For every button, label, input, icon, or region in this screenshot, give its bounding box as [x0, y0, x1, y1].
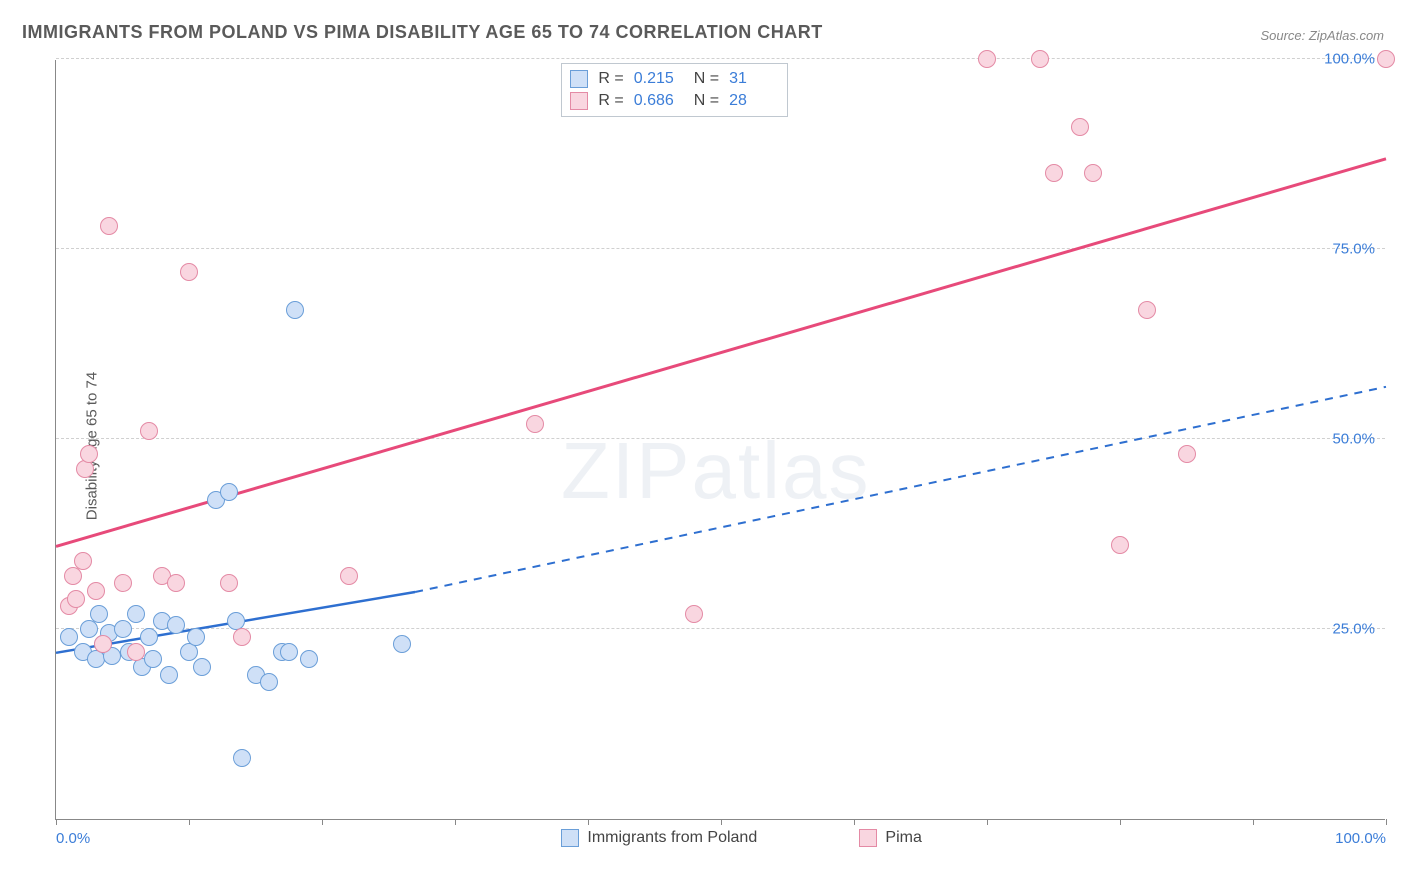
- data-point: [144, 650, 162, 668]
- data-point: [340, 567, 358, 585]
- legend-label: Pima: [885, 829, 921, 847]
- r-label: R =: [598, 92, 623, 110]
- n-label: N =: [694, 92, 719, 110]
- data-point: [233, 628, 251, 646]
- data-point: [180, 263, 198, 281]
- data-point: [1178, 445, 1196, 463]
- x-tick-mark: [1386, 819, 1387, 825]
- data-point: [187, 628, 205, 646]
- data-point: [64, 567, 82, 585]
- stats-row: R = 0.686 N = 28: [570, 90, 779, 112]
- x-tick-label: 0.0%: [56, 830, 90, 847]
- data-point: [393, 635, 411, 653]
- data-point: [300, 650, 318, 668]
- data-point: [1084, 164, 1102, 182]
- n-label: N =: [694, 70, 719, 88]
- r-value: 0.686: [634, 92, 684, 110]
- legend-item: Immigrants from Poland: [561, 829, 757, 847]
- stats-row: R = 0.215 N = 31: [570, 68, 779, 90]
- data-point: [140, 422, 158, 440]
- data-point: [94, 635, 112, 653]
- r-label: R =: [598, 70, 623, 88]
- trend-line-dashed: [415, 387, 1386, 592]
- data-point: [90, 605, 108, 623]
- data-point: [193, 658, 211, 676]
- data-point: [1045, 164, 1063, 182]
- data-point: [100, 217, 118, 235]
- legend-label: Immigrants from Poland: [587, 829, 757, 847]
- chart-container: IMMIGRANTS FROM POLAND VS PIMA DISABILIT…: [0, 0, 1406, 892]
- data-point: [280, 643, 298, 661]
- data-point: [220, 574, 238, 592]
- data-point: [1138, 301, 1156, 319]
- gridline: [56, 58, 1385, 59]
- data-point: [60, 628, 78, 646]
- data-point: [260, 673, 278, 691]
- data-point: [127, 643, 145, 661]
- data-point: [1377, 50, 1395, 68]
- data-point: [978, 50, 996, 68]
- data-point: [80, 620, 98, 638]
- data-point: [114, 620, 132, 638]
- n-value: 31: [729, 70, 779, 88]
- data-point: [685, 605, 703, 623]
- data-point: [1111, 536, 1129, 554]
- data-point: [74, 552, 92, 570]
- data-point: [76, 460, 94, 478]
- legend-item: Pima: [859, 829, 921, 847]
- data-point: [167, 574, 185, 592]
- plot-area: ZIPatlas 25.0%50.0%75.0%100.0%0.0%100.0%…: [55, 60, 1385, 820]
- trend-layer: [56, 60, 1386, 820]
- data-point: [67, 590, 85, 608]
- data-point: [220, 483, 238, 501]
- data-point: [140, 628, 158, 646]
- legend-swatch: [570, 92, 588, 110]
- data-point: [80, 445, 98, 463]
- chart-title: IMMIGRANTS FROM POLAND VS PIMA DISABILIT…: [22, 22, 823, 43]
- data-point: [87, 582, 105, 600]
- data-point: [114, 574, 132, 592]
- data-point: [526, 415, 544, 433]
- data-point: [233, 749, 251, 767]
- n-value: 28: [729, 92, 779, 110]
- source-label: Source: ZipAtlas.com: [1260, 28, 1384, 43]
- data-point: [286, 301, 304, 319]
- data-point: [167, 616, 185, 634]
- stats-box: R = 0.215 N = 31 R = 0.686 N = 28: [561, 63, 788, 117]
- x-tick-label: 100.0%: [1335, 830, 1386, 847]
- r-value: 0.215: [634, 70, 684, 88]
- data-point: [1071, 118, 1089, 136]
- legend-swatch: [570, 70, 588, 88]
- legend-swatch: [859, 829, 877, 847]
- trend-line: [56, 159, 1386, 547]
- data-point: [1031, 50, 1049, 68]
- data-point: [127, 605, 145, 623]
- legend-swatch: [561, 829, 579, 847]
- data-point: [160, 666, 178, 684]
